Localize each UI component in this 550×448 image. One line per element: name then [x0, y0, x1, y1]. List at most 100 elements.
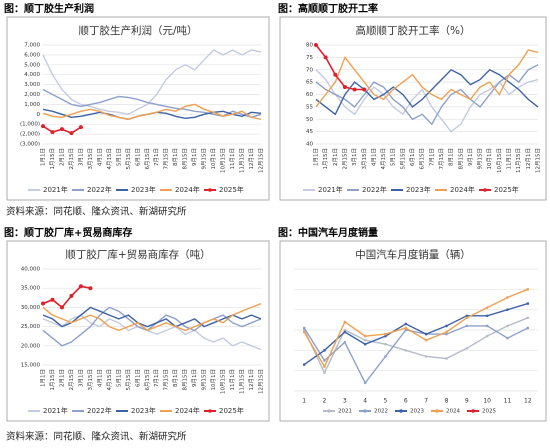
x-tick-label: 10月1日 — [210, 369, 217, 391]
figure-label: 图：中国汽车月度销量 — [278, 226, 378, 239]
y-tick-label: 4,000 — [24, 72, 40, 78]
point — [506, 324, 509, 328]
y-tick-label: (1,000) — [20, 122, 40, 128]
x-tick-label: 4月1日 — [370, 148, 377, 166]
point — [41, 124, 45, 129]
point — [445, 357, 448, 360]
chart-title: 高顺顺丁胶开工率（%） — [356, 24, 471, 37]
series-line — [42, 49, 262, 116]
point — [302, 330, 306, 334]
figure-label: 图：顺丁胶生产利润 — [4, 2, 94, 15]
x-tick-label: 7月1日 — [153, 148, 160, 166]
x-tick-label: 12月15日 — [535, 148, 542, 173]
x-tick-label: 5月1日 — [390, 148, 397, 166]
x-tick-label: 11月15日 — [515, 148, 522, 173]
legend-label: 2022年 — [87, 185, 112, 194]
y-tick-label: 3,000 — [24, 82, 40, 88]
y-tick-label: 15,000 — [21, 363, 41, 369]
x-tick-label: 6月15日 — [144, 148, 151, 170]
x-tick-label: 4月15日 — [106, 148, 113, 170]
point — [323, 55, 328, 60]
point — [506, 336, 509, 340]
x-tick-label: 1月1日 — [40, 148, 47, 166]
x-tick-label: 3月1日 — [351, 148, 358, 166]
y-tick-label: 65 — [306, 80, 313, 86]
legend-label: 2025年 — [219, 185, 244, 194]
point — [363, 338, 367, 342]
x-tick-label: 11 — [504, 398, 512, 405]
x-tick-label: 10月1日 — [210, 148, 217, 170]
point — [384, 342, 387, 346]
point — [343, 340, 347, 344]
point — [78, 284, 83, 289]
y-tick-label: 2,000 — [24, 92, 40, 98]
x-tick-label: 9月1日 — [191, 369, 198, 387]
x-tick-label: 1 — [302, 398, 306, 405]
legend-label: 2021 — [338, 409, 352, 415]
point — [404, 326, 408, 330]
x-tick-label: 12月1日 — [525, 148, 532, 170]
point — [465, 316, 469, 320]
x-tick-label: 1月15日 — [49, 148, 56, 170]
x-tick-label: 5月1日 — [115, 369, 122, 387]
x-tick-label: 2月15日 — [68, 369, 75, 391]
point — [343, 320, 347, 324]
x-tick-label: 4 — [363, 398, 367, 405]
point — [506, 296, 509, 299]
legend-label: 2025 — [482, 409, 496, 415]
x-tick-label: 9月15日 — [201, 148, 208, 170]
point — [323, 349, 326, 352]
point — [69, 131, 74, 136]
legend-label: 2025年 — [219, 406, 244, 415]
x-tick-label: 6月15日 — [419, 148, 426, 170]
x-tick-label: 4月1日 — [96, 369, 103, 387]
chart-frame — [279, 16, 547, 201]
x-tick-label: 5月15日 — [125, 369, 132, 391]
legend-marker — [399, 409, 403, 413]
point — [50, 297, 55, 302]
point — [323, 365, 326, 368]
point — [485, 334, 489, 338]
point — [485, 314, 489, 318]
x-tick-label: 7月1日 — [428, 148, 435, 166]
x-tick-label: 9月1日 — [191, 148, 198, 166]
legend-label: 2025年 — [494, 185, 519, 194]
x-tick-label: 9月15日 — [201, 369, 208, 391]
legend-label: 2021年 — [43, 185, 68, 194]
point — [526, 288, 530, 291]
point — [88, 286, 93, 291]
y-tick-label: 7,000 — [24, 43, 40, 49]
point — [59, 127, 64, 132]
legend-label: 2023 — [410, 409, 424, 415]
source-note: 资料来源：同花顺、隆众资讯、新湖研究所 — [6, 206, 187, 218]
x-tick-label: 11月15日 — [239, 148, 246, 173]
point — [384, 332, 387, 336]
x-tick-label: 8月1日 — [172, 148, 179, 166]
point — [384, 355, 387, 358]
legend-marker — [327, 409, 331, 413]
chart-title: 顺丁胶厂库+贸易商库存（吨） — [65, 248, 210, 261]
x-tick-label: 8月15日 — [182, 148, 189, 170]
y-tick-label: 35,000 — [21, 286, 41, 292]
x-tick-label: 6月15日 — [144, 369, 151, 391]
chart-title: 中国汽车月度销量（辆） — [355, 248, 471, 261]
series-line — [42, 306, 262, 347]
legend-label: 2024年 — [450, 185, 475, 194]
x-tick-label: 10 — [483, 398, 491, 405]
x-tick-label: 11月15日 — [239, 369, 246, 394]
x-tick-label: 1月15日 — [49, 369, 56, 391]
x-tick-label: 9 — [465, 398, 469, 405]
point — [485, 324, 489, 328]
legend-label: 2022年 — [362, 185, 387, 194]
series-line — [42, 302, 262, 332]
x-tick-label: 5月1日 — [115, 148, 122, 166]
point — [69, 293, 74, 298]
point — [485, 306, 489, 309]
y-tick-label: 20,000 — [21, 343, 41, 349]
series-line — [303, 325, 529, 385]
legend-marker — [471, 409, 475, 413]
point — [50, 130, 55, 135]
y-tick-label: (3,000) — [20, 142, 40, 148]
x-tick-label: 2 — [323, 398, 327, 405]
x-tick-label: 2月1日 — [58, 148, 65, 166]
